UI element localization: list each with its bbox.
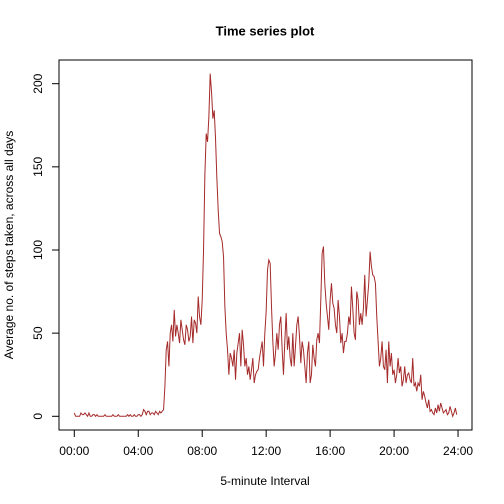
x-tick-label: 20:00 bbox=[379, 444, 409, 458]
y-tick-label: 150 bbox=[31, 157, 45, 177]
chart-title: Time series plot bbox=[216, 23, 315, 38]
y-axis-label: Average no. of steps taken, across all d… bbox=[2, 131, 16, 360]
x-tick-label: 04:00 bbox=[123, 444, 153, 458]
x-tick-label: 00:00 bbox=[59, 444, 89, 458]
plot-box bbox=[58, 59, 473, 431]
x-tick-label: 16:00 bbox=[315, 444, 345, 458]
x-axis-label: 5-minute Interval bbox=[220, 474, 309, 488]
x-tick-label: 12:00 bbox=[251, 444, 281, 458]
x-tick-label: 08:00 bbox=[187, 444, 217, 458]
y-tick-label: 100 bbox=[31, 240, 45, 260]
x-tick-label: 24:00 bbox=[443, 444, 473, 458]
y-tick-label: 0 bbox=[31, 413, 45, 420]
y-tick-label: 50 bbox=[31, 326, 45, 340]
y-tick-label: 200 bbox=[31, 73, 45, 93]
data-line bbox=[73, 73, 458, 418]
